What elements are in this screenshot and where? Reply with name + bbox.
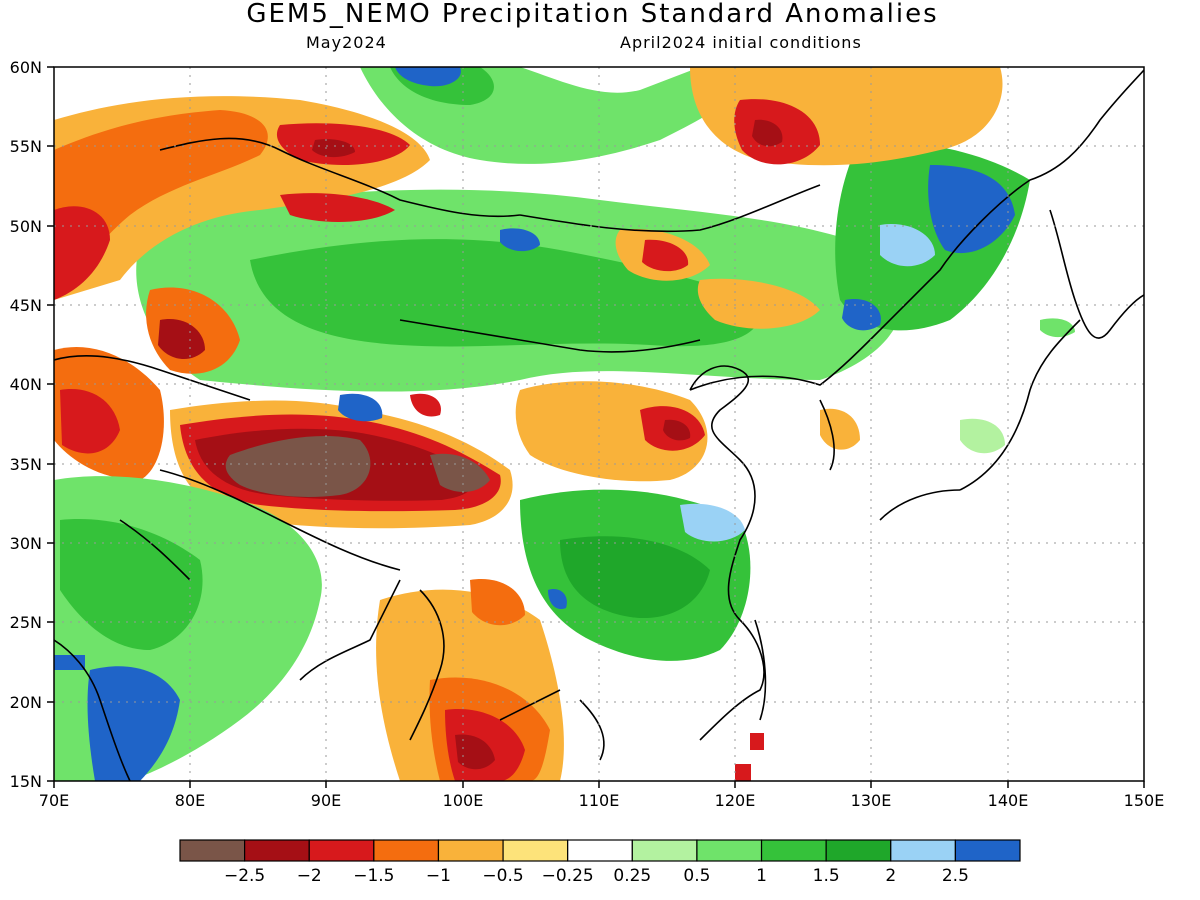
anomaly-field <box>54 67 1144 781</box>
lon-tick-label: 110E <box>579 791 620 810</box>
colorbar-label: −0.25 <box>542 866 594 886</box>
colorbar: −2.5 −2 −1.5 −1 −0.5 −0.25 0.25 0.5 1 1.5 2 2.5 <box>179 839 1021 886</box>
lat-tick-label: 60N <box>10 58 42 77</box>
lat-tick-label: 35N <box>10 455 42 474</box>
colorbar-swatch <box>437 839 504 862</box>
axis-ticks <box>47 66 1145 788</box>
colorbar-label: 0.5 <box>683 866 710 886</box>
lon-tick-label: 150E <box>1124 791 1165 810</box>
colorbar-swatch <box>244 839 310 862</box>
lat-tick-label: 20N <box>10 693 42 712</box>
colorbar-label: −1.5 <box>353 866 394 886</box>
colorbar-label: −0.5 <box>482 866 523 886</box>
lat-tick-label: 45N <box>10 296 42 315</box>
lon-tick-label: 70E <box>39 791 69 810</box>
colorbar-swatch <box>631 839 698 862</box>
colorbar-label: 2.5 <box>942 866 969 886</box>
colorbar-swatch <box>696 839 763 862</box>
lat-tick-label: 25N <box>10 613 42 632</box>
lon-tick-label: 100E <box>443 791 484 810</box>
lon-tick-label: 80E <box>175 791 205 810</box>
colorbar-label: 0.25 <box>613 866 651 886</box>
coastlines <box>54 69 1144 781</box>
initial-conditions: April2024 initial conditions <box>620 33 862 52</box>
gridlines <box>54 67 1144 781</box>
colorbar-swatch <box>825 839 892 862</box>
colorbar-label: 1.5 <box>813 866 840 886</box>
lon-tick-label: 120E <box>715 791 756 810</box>
lon-tick-label: 140E <box>988 791 1029 810</box>
colorbar-swatch <box>890 839 956 862</box>
lat-tick-label: 50N <box>10 217 42 236</box>
colorbar-label: 1 <box>756 866 767 886</box>
lat-tick-label: 55N <box>10 137 42 156</box>
lat-tick-label: 40N <box>10 375 42 394</box>
colorbar-swatch <box>502 839 569 862</box>
colorbar-swatch <box>308 839 375 862</box>
colorbar-swatch <box>373 839 440 862</box>
colorbar-label: 2 <box>885 866 896 886</box>
lon-tick-label: 90E <box>311 791 341 810</box>
colorbar-swatch <box>567 839 633 862</box>
colorbar-label: −2.5 <box>224 866 265 886</box>
map-title: GEM5_NEMO Precipitation Standard Anomali… <box>246 0 939 29</box>
forecast-month: May2024 <box>306 33 387 52</box>
colorbar-label: −1 <box>426 866 451 886</box>
lon-tick-label: 130E <box>851 791 892 810</box>
colorbar-swatch <box>760 839 827 862</box>
colorbar-swatch <box>179 839 246 862</box>
colorbar-swatch <box>954 839 1021 862</box>
colorbar-label: −2 <box>297 866 322 886</box>
lat-tick-label: 30N <box>10 534 42 553</box>
lat-tick-label: 15N <box>10 772 42 791</box>
